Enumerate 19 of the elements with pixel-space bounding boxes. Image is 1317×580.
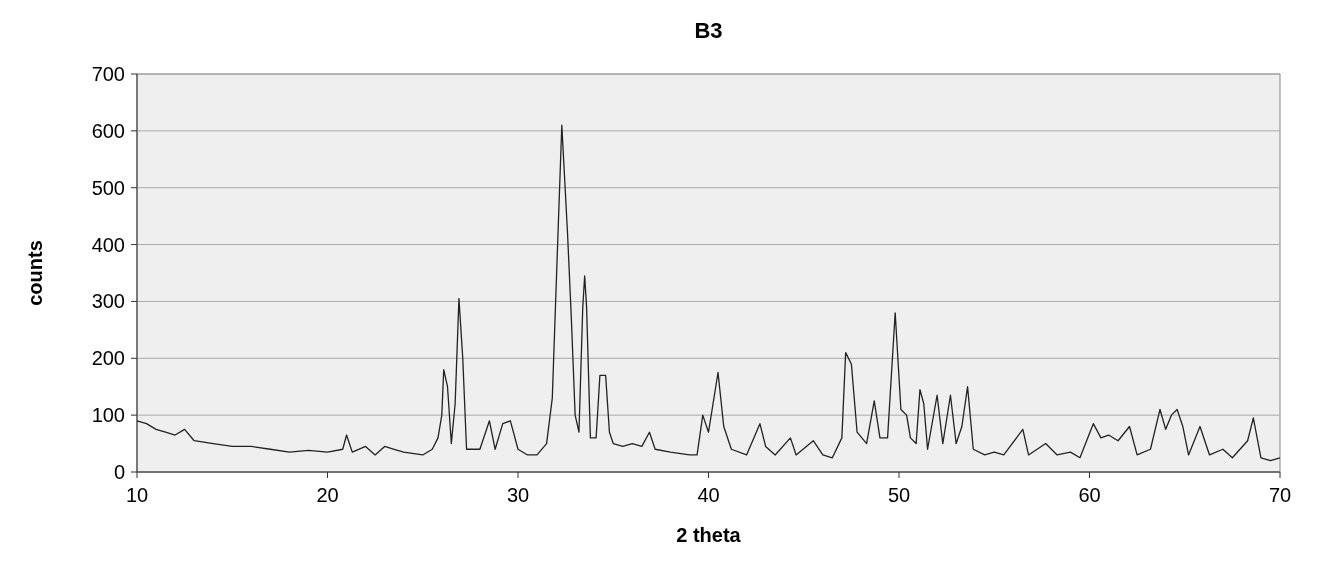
chart-title: B3	[694, 18, 723, 43]
y-tick-label: 100	[91, 404, 125, 427]
y-tick-label: 200	[91, 347, 125, 370]
y-axis-title: counts	[24, 240, 46, 306]
y-tick-label: 300	[91, 290, 125, 313]
x-tick-label: 70	[1268, 484, 1292, 506]
x-tick-label: 60	[1078, 484, 1101, 506]
y-tick-label: 600	[91, 119, 125, 142]
x-axis-title: 2 theta	[676, 524, 742, 546]
x-tick-label: 40	[697, 484, 720, 506]
y-tick-label: 0	[113, 461, 125, 483]
x-tick-label: 10	[125, 484, 149, 506]
x-tick-label: 50	[887, 484, 911, 506]
y-tick-label: 700	[91, 63, 125, 85]
x-tick-label: 20	[316, 484, 339, 506]
line-series	[136, 124, 1281, 462]
x-tick-label: 30	[506, 484, 530, 506]
y-tick-label: 500	[91, 176, 125, 199]
y-tick-label: 400	[91, 233, 125, 256]
